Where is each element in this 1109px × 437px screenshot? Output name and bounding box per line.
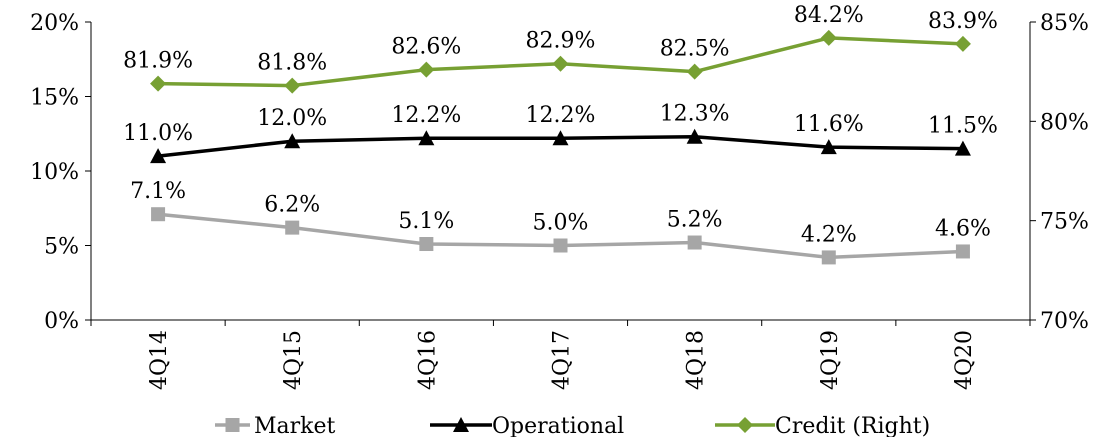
x-tick-label: 4Q20 <box>952 330 977 390</box>
data-label: 84.2% <box>794 3 864 28</box>
x-tick-label: 4Q15 <box>281 330 306 390</box>
data-label: 12.2% <box>391 103 461 128</box>
marker-triangle <box>150 148 167 164</box>
data-label: 12.2% <box>526 103 596 128</box>
x-tick-label: 4Q19 <box>818 330 843 390</box>
series-operational <box>150 128 971 164</box>
data-label: 81.9% <box>123 49 193 74</box>
marker-triangle <box>820 139 837 155</box>
marker-diamond <box>954 35 971 52</box>
data-label: 12.0% <box>257 106 327 131</box>
marker-diamond <box>418 61 435 78</box>
marker-triangle <box>686 128 703 144</box>
y-right-tick-label: 75% <box>1040 210 1089 235</box>
data-label: 11.0% <box>123 121 193 146</box>
data-label: 5.1% <box>398 209 454 234</box>
data-label: 4.6% <box>935 216 991 241</box>
axes-group: 0% 5% 10% 15% 20% 70% 75% 80% 85% 4Q14 4Q15 4Q16 4Q1… <box>30 11 1089 390</box>
marker-diamond <box>737 417 753 433</box>
marker-diamond <box>150 75 167 92</box>
series-credit-right <box>150 29 971 94</box>
data-label: 5.0% <box>533 211 589 236</box>
x-tick-label: 4Q14 <box>147 330 172 390</box>
data-labels: 7.1% 6.2% 5.1% 5.0% 5.2% 4.2% 4.6% 11.0% 12.0% 12… <box>123 3 998 248</box>
y-left-tick-label: 20% <box>30 11 79 36</box>
legend-label: Operational <box>492 414 624 437</box>
y-right-tick-label: 80% <box>1040 110 1089 135</box>
marker-diamond <box>552 55 569 72</box>
y-left-tick-label: 10% <box>30 160 79 185</box>
marker-square <box>419 237 434 252</box>
data-label: 6.2% <box>264 193 320 218</box>
marker-triangle <box>453 417 469 432</box>
legend-item: Operational <box>430 414 624 437</box>
y-left-tick-label: 0% <box>44 309 79 334</box>
data-label: 83.9% <box>928 9 998 34</box>
marker-diamond <box>686 63 703 80</box>
y-right-tick-label: 70% <box>1040 309 1089 334</box>
data-label: 4.2% <box>801 222 857 247</box>
marker-square <box>687 235 702 250</box>
marker-square <box>553 238 568 253</box>
data-label: 11.6% <box>794 112 864 137</box>
y-right-tick-label: 85% <box>1040 11 1089 36</box>
marker-triangle <box>418 130 435 146</box>
x-tick-label: 4Q17 <box>550 330 575 390</box>
marker-square <box>225 418 240 432</box>
marker-square <box>955 244 970 259</box>
data-label: 12.3% <box>660 102 730 127</box>
legend-label: Market <box>254 414 336 437</box>
data-label: 81.8% <box>257 51 327 76</box>
series-lines <box>150 29 971 265</box>
marker-triangle <box>284 133 301 149</box>
y-left-tick-label: 15% <box>30 86 79 111</box>
data-label: 7.1% <box>130 179 186 204</box>
marker-square <box>285 220 300 235</box>
marker-diamond <box>284 77 301 94</box>
data-label: 5.2% <box>667 208 723 233</box>
series-market <box>151 207 970 265</box>
y-left-tick-label: 5% <box>44 235 79 260</box>
legend: Market Operational Credit (Right) <box>215 414 930 437</box>
marker-square <box>151 207 166 222</box>
legend-item: Credit (Right) <box>715 414 930 437</box>
x-tick-label: 4Q16 <box>415 330 440 390</box>
legend-label: Credit (Right) <box>775 414 930 437</box>
data-label: 82.6% <box>391 35 461 60</box>
marker-square <box>821 250 836 265</box>
marker-diamond <box>820 29 837 46</box>
marker-triangle <box>954 140 971 156</box>
marker-triangle <box>552 130 569 146</box>
data-label: 11.5% <box>928 114 998 139</box>
data-label: 82.9% <box>526 29 596 54</box>
data-label: 82.5% <box>660 37 730 62</box>
legend-item: Market <box>215 414 336 437</box>
x-tick-label: 4Q18 <box>684 330 709 390</box>
